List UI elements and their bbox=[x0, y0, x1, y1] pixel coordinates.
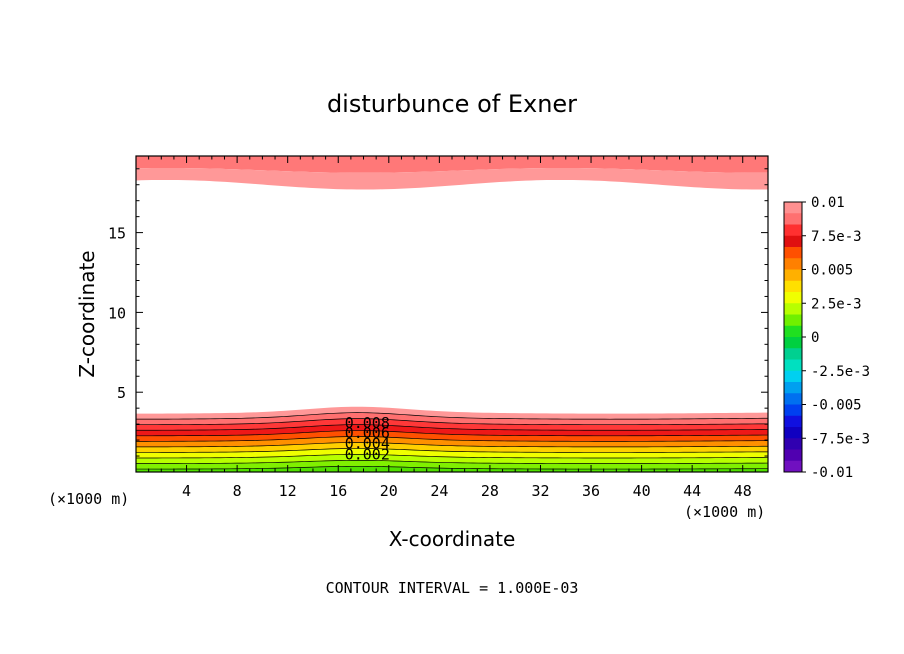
x-tick-label: 32 bbox=[531, 482, 549, 500]
contour-line bbox=[136, 412, 769, 420]
x-tick-label: 48 bbox=[734, 482, 752, 500]
colorbar-swatch bbox=[784, 370, 802, 383]
x-tick-label: 24 bbox=[430, 482, 448, 500]
contour-line bbox=[135, 424, 769, 431]
x-tick-label: 8 bbox=[233, 482, 242, 500]
contour-line bbox=[136, 430, 769, 437]
colorbar-label: 0.01 bbox=[811, 195, 845, 211]
y-tick-label: 15 bbox=[108, 225, 126, 243]
colorbar-label: -2.5e-3 bbox=[811, 364, 870, 380]
colorbar-swatch bbox=[784, 280, 802, 293]
colorbar-label: 7.5e-3 bbox=[811, 229, 862, 245]
colorbar-label: -0.01 bbox=[811, 465, 853, 481]
y-axis-ticks: 5 10 15 bbox=[108, 168, 768, 457]
contour-band bbox=[136, 156, 768, 173]
colorbar-swatch bbox=[784, 415, 802, 428]
colorbar-swatch bbox=[784, 438, 802, 450]
colorbar-swatch bbox=[784, 235, 802, 248]
colorbar-swatch bbox=[784, 460, 802, 473]
contour-band bbox=[136, 454, 768, 464]
colorbar-swatch bbox=[784, 292, 802, 304]
contour-value-label: 0.002 bbox=[345, 445, 390, 463]
colorbar-swatch bbox=[784, 393, 802, 405]
colorbar-swatch bbox=[784, 269, 802, 282]
x-tick-label: 12 bbox=[279, 482, 297, 500]
x-tick-label: 44 bbox=[683, 482, 701, 500]
colorbar-swatch bbox=[784, 202, 802, 214]
x-axis-ticks: 4 8 12 16 20 24 28 32 36 40 44 48 bbox=[135, 156, 769, 500]
contour-line bbox=[136, 454, 769, 459]
colorbar-label: -0.005 bbox=[811, 398, 862, 414]
colorbar-swatch bbox=[784, 337, 802, 349]
x-unit-left: (×1000 m) bbox=[48, 490, 129, 508]
y-tick-label: 10 bbox=[108, 304, 126, 322]
contour-line bbox=[136, 459, 769, 464]
colorbar-swatch bbox=[784, 213, 802, 225]
colorbar-label: 0 bbox=[811, 330, 819, 346]
y-axis-label: Z-coordinate bbox=[75, 250, 99, 377]
x-tick-label: 20 bbox=[380, 482, 398, 500]
x-tick-label: 40 bbox=[633, 482, 651, 500]
colorbar-swatch bbox=[784, 303, 802, 315]
colorbar-swatch bbox=[784, 427, 802, 439]
colorbar-swatch bbox=[784, 224, 802, 237]
contour-value-label: 0.006 bbox=[345, 424, 390, 442]
x-axis-label: X-coordinate bbox=[389, 527, 516, 551]
colorbar-swatch bbox=[784, 314, 802, 327]
contour-line bbox=[136, 448, 769, 453]
x-tick-label: 16 bbox=[329, 482, 347, 500]
x-unit-right: (×1000 m) bbox=[684, 503, 765, 521]
x-tick-label: 28 bbox=[481, 482, 499, 500]
colorbar-swatch bbox=[784, 404, 802, 417]
contour-interval-note: CONTOUR INTERVAL = 1.000E-03 bbox=[326, 579, 579, 597]
contour-band bbox=[136, 460, 768, 470]
colorbar-swatch bbox=[784, 449, 802, 462]
contour-band bbox=[136, 412, 768, 425]
contour-line bbox=[135, 465, 769, 470]
contour-line bbox=[135, 436, 769, 442]
colorbar-swatch bbox=[784, 359, 802, 372]
colorbar-label: 0.005 bbox=[811, 263, 853, 279]
colorbar-swatch bbox=[784, 348, 802, 360]
x-tick-label: 36 bbox=[582, 482, 600, 500]
colorbar-swatch bbox=[784, 382, 802, 394]
colorbar-swatch bbox=[784, 258, 802, 270]
contour-line bbox=[136, 418, 769, 426]
contour-band bbox=[136, 448, 768, 458]
contour-band bbox=[136, 406, 768, 420]
contour-lines bbox=[135, 412, 769, 470]
x-tick-label: 4 bbox=[182, 482, 191, 500]
colorbar: 0.01 7.5e-3 0.005 2.5e-3 0 -2.5e-3 -0.005 -7.5e… bbox=[783, 195, 870, 481]
contour-line bbox=[136, 442, 769, 448]
contour-value-label: 0.004 bbox=[345, 435, 390, 453]
colorbar-label: 2.5e-3 bbox=[811, 296, 862, 312]
colorbar-swatch bbox=[784, 325, 802, 338]
y-tick-label: 5 bbox=[117, 384, 126, 402]
contour-band bbox=[136, 167, 768, 190]
chart-title: disturbunce of Exner bbox=[327, 90, 577, 118]
colorbar-label: -7.5e-3 bbox=[811, 431, 870, 447]
contour-value-label: 0.008 bbox=[345, 414, 390, 432]
colorbar-swatch bbox=[784, 247, 802, 259]
